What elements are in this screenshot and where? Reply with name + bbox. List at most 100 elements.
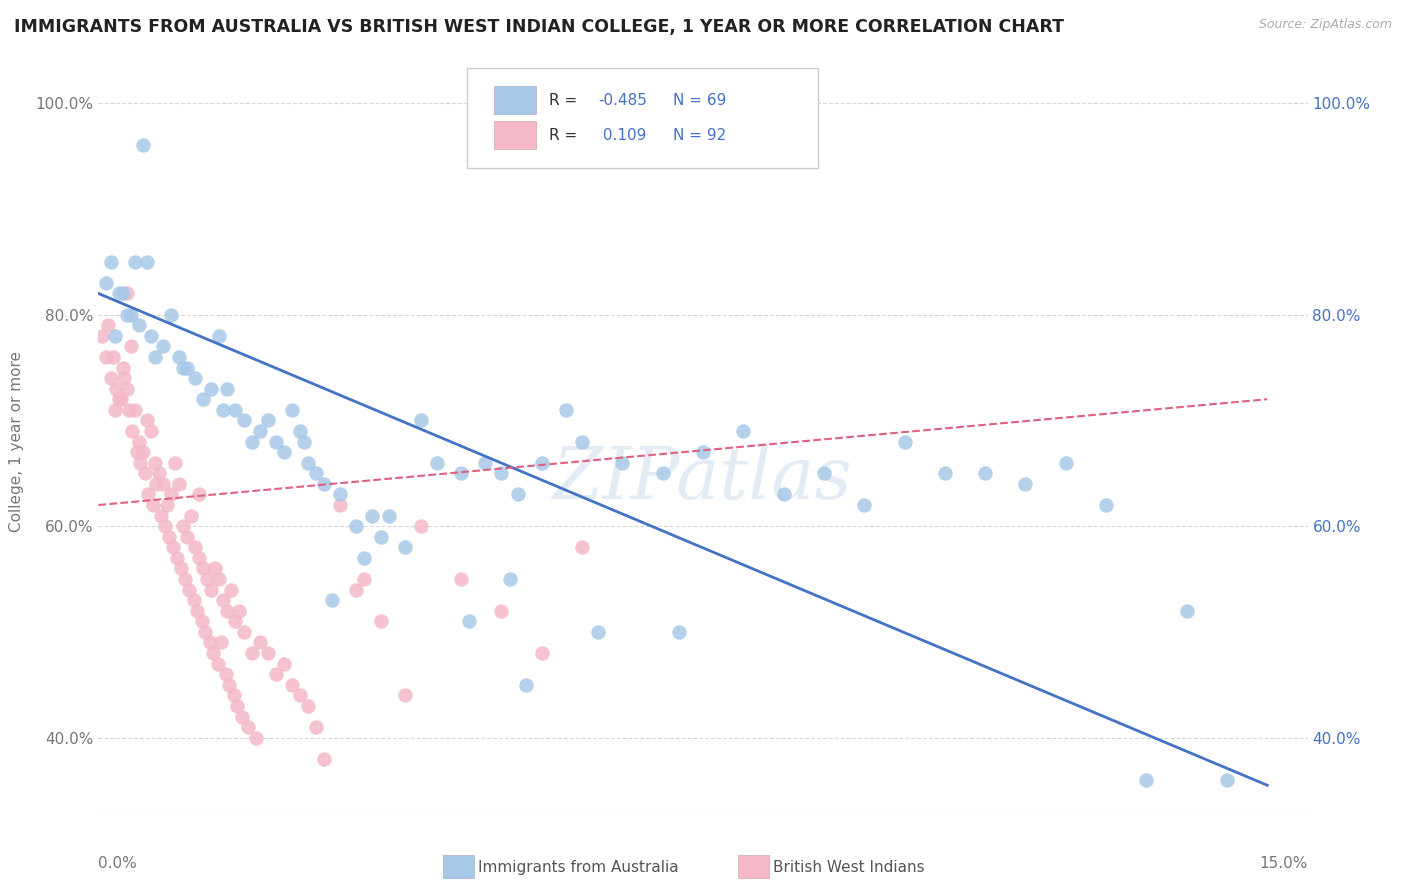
Point [612, 456, 634, 470]
Point [394, 689, 416, 703]
Point [201, 646, 224, 660]
Point [1054, 456, 1077, 470]
Point [96, 276, 118, 290]
Point [249, 635, 271, 649]
Point [212, 593, 235, 607]
Point [450, 572, 472, 586]
Point [112, 371, 135, 385]
Point [240, 646, 263, 660]
Point [128, 318, 150, 333]
Point [193, 392, 215, 407]
Point [409, 413, 432, 427]
Point [353, 572, 375, 586]
Point [361, 508, 384, 523]
Point [772, 487, 794, 501]
Point [176, 530, 198, 544]
Point [1014, 476, 1036, 491]
Point [115, 286, 138, 301]
Point [200, 382, 222, 396]
Point [1095, 498, 1118, 512]
Text: N = 92: N = 92 [672, 128, 725, 143]
Point [111, 360, 134, 375]
Y-axis label: College, 1 year or more: College, 1 year or more [10, 351, 24, 532]
Point [135, 413, 157, 427]
Point [813, 467, 835, 481]
Point [344, 582, 367, 597]
Point [169, 561, 191, 575]
Point [120, 308, 142, 322]
Point [264, 434, 287, 449]
Point [195, 572, 218, 586]
Point [555, 402, 578, 417]
Point [426, 456, 449, 470]
Point [163, 456, 186, 470]
Point [409, 519, 432, 533]
Point [188, 487, 211, 501]
Point [1175, 604, 1198, 618]
Point [571, 434, 593, 449]
Point [264, 667, 287, 681]
Point [174, 572, 197, 586]
Point [128, 434, 150, 449]
Point [498, 572, 520, 586]
Point [135, 254, 157, 268]
Point [458, 615, 481, 629]
Point [100, 371, 122, 385]
Point [190, 615, 212, 629]
Text: -0.485: -0.485 [598, 93, 647, 108]
Point [150, 508, 173, 523]
Point [506, 487, 529, 501]
Point [143, 456, 166, 470]
Point [160, 308, 183, 322]
Point [1216, 772, 1239, 787]
Point [134, 467, 156, 481]
Point [183, 593, 205, 607]
Point [145, 476, 167, 491]
Point [218, 678, 240, 692]
Point [273, 657, 295, 671]
Point [124, 402, 146, 417]
Point [209, 635, 232, 649]
Point [474, 456, 496, 470]
Point [273, 445, 295, 459]
Point [491, 604, 513, 618]
Point [120, 339, 142, 353]
Text: ZIPatlas: ZIPatlas [553, 443, 853, 514]
Point [198, 635, 221, 649]
Point [184, 371, 207, 385]
Point [245, 731, 267, 745]
Point [107, 392, 129, 407]
Point [226, 698, 249, 713]
Point [132, 138, 155, 153]
Point [208, 572, 231, 586]
Point [974, 467, 997, 481]
Point [156, 498, 179, 512]
Point [157, 530, 180, 544]
Point [934, 467, 956, 481]
Point [224, 402, 246, 417]
Point [166, 550, 188, 565]
Point [305, 467, 328, 481]
Text: N = 69: N = 69 [672, 93, 725, 108]
Point [208, 328, 231, 343]
Point [893, 434, 915, 449]
Point [127, 445, 149, 459]
Point [138, 487, 160, 501]
Point [236, 720, 259, 734]
Point [281, 402, 304, 417]
Point [91, 328, 114, 343]
Point [377, 508, 399, 523]
Point [329, 487, 352, 501]
Point [217, 382, 239, 396]
Point [148, 467, 170, 481]
Point [162, 541, 184, 555]
Text: 15.0%: 15.0% [1260, 856, 1308, 871]
Point [370, 530, 392, 544]
Point [370, 615, 392, 629]
Point [160, 487, 183, 501]
FancyBboxPatch shape [467, 68, 818, 168]
Text: Immigrants from Australia: Immigrants from Australia [478, 860, 679, 874]
Point [139, 424, 162, 438]
Point [103, 328, 125, 343]
Point [224, 615, 246, 629]
